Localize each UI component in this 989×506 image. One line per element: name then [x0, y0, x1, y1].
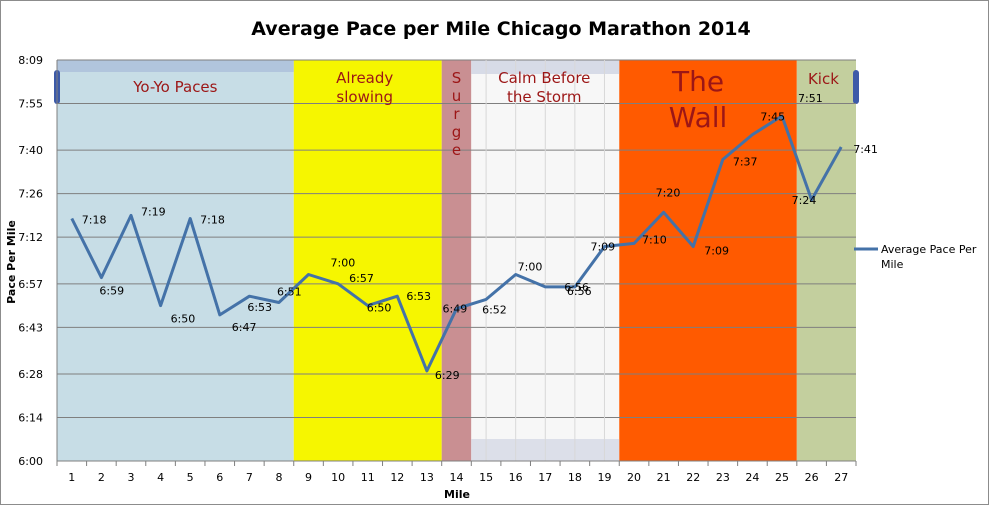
x-tick-label-16: 16: [509, 471, 523, 484]
x-tick-label-27: 27: [834, 471, 848, 484]
data-label-mile-7: 6:53: [247, 301, 272, 314]
y-tick-label-2: 6:14: [18, 411, 43, 424]
y-axis-title: Pace Per Mile: [5, 220, 18, 304]
x-tick-label-12: 12: [390, 471, 404, 484]
zone-band-2: [293, 60, 442, 461]
y-tick-label-10: 8:09: [18, 54, 43, 67]
data-label-mile-5: 7:18: [200, 214, 225, 227]
data-label-mile-13: 6:29: [435, 369, 460, 382]
x-tick-label-1: 1: [68, 471, 75, 484]
x-tick-label-10: 10: [331, 471, 345, 484]
data-label-mile-12: 6:53: [406, 290, 431, 303]
series-line-average-pace: [70, 114, 843, 373]
data-labels-layer: 7:18 6:59 7:19 6:50 7:18 6:47 6:53 6:51 7:00 6:57…: [82, 92, 878, 382]
y-tick-label-3: 6:28: [18, 368, 43, 381]
y-tick-label-9: 7:55: [18, 98, 43, 111]
y-tick-label-8: 7:40: [18, 144, 43, 157]
x-tick-label-21: 21: [657, 471, 671, 484]
data-label-mile-21: 7:20: [656, 186, 681, 199]
data-label-mile-4: 6:50: [171, 313, 196, 326]
x-tick-label-6: 6: [216, 471, 223, 484]
legend-entry-line1: Average Pace Per: [881, 243, 977, 256]
x-tick-label-23: 23: [716, 471, 730, 484]
x-tick-label-18: 18: [568, 471, 582, 484]
zone-band-6: [796, 60, 856, 461]
data-label-mile-9: 7:00: [331, 256, 356, 269]
zone-label-calm-before: Calm Before: [498, 69, 590, 87]
y-tick-label-6: 7:12: [18, 231, 43, 244]
data-label-mile-8: 6:51: [277, 285, 302, 298]
data-label-mile-20: 7:10: [642, 233, 667, 246]
zone-label-surge-4: e: [452, 141, 461, 159]
chart-title: Average Pace per Mile Chicago Marathon 2…: [251, 18, 750, 40]
x-tick-label-22: 22: [686, 471, 700, 484]
data-label-mile-24: 7:45: [760, 111, 785, 124]
x-tick-label-19: 19: [597, 471, 611, 484]
x-tick-label-9: 9: [305, 471, 312, 484]
y-tick-label-5: 6:57: [18, 278, 43, 291]
x-tick-label-2: 2: [98, 471, 105, 484]
zone-band-3: [441, 60, 472, 461]
zone-band-shade-top-2: [57, 60, 294, 72]
data-label-mile-16: 7:00: [518, 260, 543, 273]
data-label-mile-18: 6:56: [567, 285, 592, 298]
x-tick-label-4: 4: [157, 471, 164, 484]
y-tick-label-4: 6:43: [18, 321, 43, 334]
zone-label-surge-3: g: [452, 123, 462, 141]
x-tick-label-26: 26: [805, 471, 819, 484]
x-tick-label-13: 13: [420, 471, 434, 484]
zone-label-surge-0: S: [452, 69, 462, 87]
data-label-mile-14: 6:49: [443, 303, 468, 316]
legend-entry-line2: Mile: [881, 258, 904, 271]
data-label-mile-1: 7:18: [82, 214, 107, 227]
zone-label-surge-1: u: [452, 87, 462, 105]
zone-label-the-storm: the Storm: [507, 88, 581, 106]
series-layer: [70, 114, 843, 373]
grid-layer: [57, 59, 856, 462]
data-label-mile-17: 6:56: [564, 281, 589, 294]
data-label-mile-22: 7:09: [704, 245, 729, 258]
right-edge-marker: [853, 70, 859, 104]
data-label-mile-26: 7:24: [792, 194, 817, 207]
legend: Average Pace Per Mile: [854, 243, 977, 271]
x-tick-label-3: 3: [127, 471, 134, 484]
zone-label-surge-2: r: [453, 105, 460, 123]
x-tick-label-20: 20: [627, 471, 641, 484]
data-label-mile-23: 7:37: [733, 155, 758, 168]
x-tick-label-25: 25: [775, 471, 789, 484]
zone-label-already: Already: [336, 69, 393, 87]
data-label-mile-19: 7:09: [590, 241, 615, 254]
data-label-mile-11: 6:50: [367, 302, 392, 315]
x-tick-label-24: 24: [745, 471, 759, 484]
zone-label-yo-yo-paces: Yo-Yo Paces: [132, 78, 217, 96]
data-label-mile-2: 6:59: [99, 285, 124, 298]
x-tick-label-11: 11: [361, 471, 375, 484]
zone-label-the: The: [671, 65, 724, 98]
axes-layer: 6:00 6:14 6:28 6:43 6:57 7:12 7:26 7:40 7:55 8:09…: [18, 54, 857, 484]
x-tick-label-14: 14: [450, 471, 464, 484]
zone-label-slowing: slowing: [336, 88, 393, 106]
zone-label-wall: Wall: [669, 101, 728, 134]
data-label-mile-15: 6:52: [482, 303, 507, 316]
data-label-mile-27: 7:41: [853, 143, 878, 156]
x-tick-label-17: 17: [538, 471, 552, 484]
x-tick-label-5: 5: [187, 471, 194, 484]
x-tick-label-7: 7: [246, 471, 253, 484]
data-label-mile-10: 6:57: [349, 272, 374, 285]
data-label-mile-6: 6:47: [232, 321, 257, 334]
y-tick-label-7: 7:26: [18, 188, 43, 201]
zone-label-kick: Kick: [808, 70, 839, 88]
data-label-mile-3: 7:19: [141, 205, 166, 218]
data-label-mile-25: 7:51: [798, 92, 823, 105]
x-tick-label-8: 8: [275, 471, 282, 484]
y-tick-label-1: 6:00: [18, 455, 43, 468]
x-axis-title: Mile: [444, 488, 470, 501]
x-tick-label-15: 15: [479, 471, 493, 484]
